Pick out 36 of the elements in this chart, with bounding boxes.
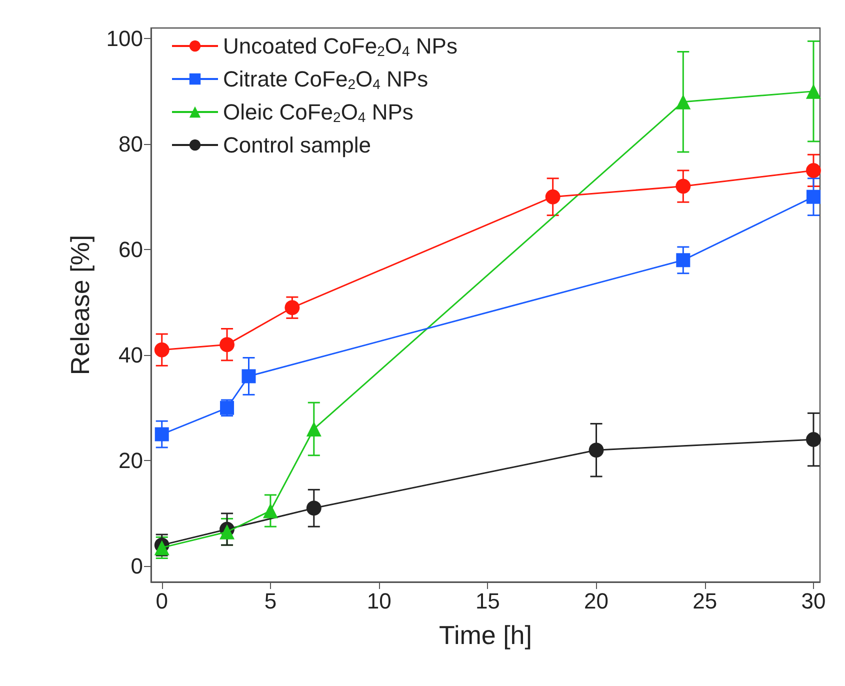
legend-label: Control sample bbox=[223, 132, 371, 158]
point bbox=[154, 342, 170, 358]
x-tick-label: 15 bbox=[475, 588, 500, 614]
y-tick-label: 20 bbox=[118, 448, 143, 474]
x-tick-label: 30 bbox=[801, 588, 826, 614]
x-axis-title: Time [h] bbox=[439, 620, 532, 650]
legend-label: Uncoated CoFe2O4 NPs bbox=[223, 34, 458, 59]
point bbox=[262, 503, 278, 518]
point bbox=[806, 162, 821, 178]
point bbox=[806, 190, 820, 204]
point bbox=[676, 94, 691, 110]
point bbox=[154, 427, 169, 442]
y-tick-label: 60 bbox=[118, 237, 143, 262]
y-axis-title: Release [%] bbox=[65, 234, 95, 376]
point bbox=[284, 300, 300, 316]
y-tick-label: 40 bbox=[118, 342, 143, 368]
legend-label: Citrate CoFe2O4 NPs bbox=[223, 66, 428, 92]
point bbox=[306, 421, 322, 436]
point bbox=[676, 253, 690, 268]
y-tick-label: 80 bbox=[118, 132, 143, 157]
x-tick-label: 10 bbox=[366, 588, 392, 614]
x-tick-label: 5 bbox=[264, 588, 277, 614]
point bbox=[806, 432, 821, 448]
x-tick-label: 25 bbox=[692, 588, 718, 614]
point bbox=[220, 337, 235, 352]
y-tick-label: 0 bbox=[130, 554, 143, 579]
x-tick-label: 20 bbox=[584, 588, 609, 614]
point bbox=[545, 189, 560, 204]
x-tick-label: 0 bbox=[156, 588, 168, 614]
legend-label: Oleic CoFe2O4 NPs bbox=[223, 100, 414, 125]
point bbox=[676, 178, 691, 194]
point bbox=[806, 84, 821, 99]
point bbox=[588, 442, 604, 458]
y-tick-label: 100 bbox=[106, 26, 143, 52]
point bbox=[242, 369, 256, 384]
point bbox=[306, 500, 322, 516]
